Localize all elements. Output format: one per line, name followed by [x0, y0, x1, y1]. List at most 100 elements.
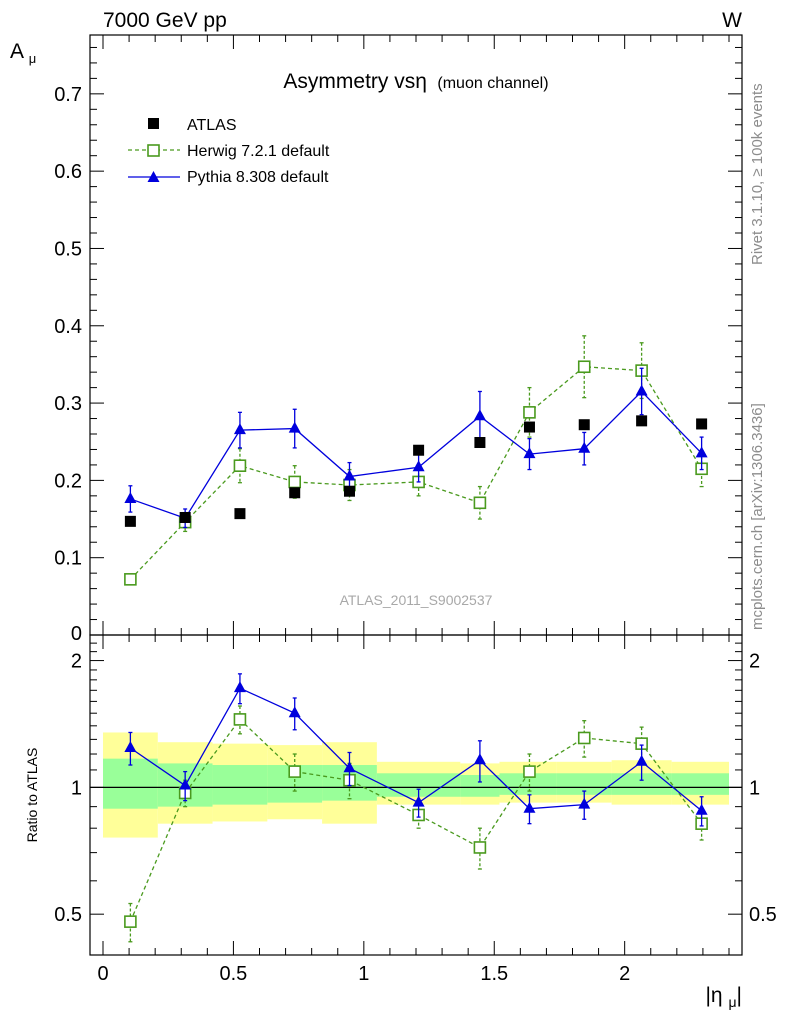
top-panel: 0 0.1 0.2 0.3 0.4 0.5 0.6 0.7 — [54, 35, 742, 645]
ratio-point-herwig — [473, 841, 487, 854]
x-axis-label-closing: | — [737, 984, 742, 1007]
x-tick-label: 0 — [97, 963, 108, 985]
ratio-band-inner — [671, 773, 729, 795]
y-tick-label-bottom-right: 1 — [749, 777, 760, 799]
top-point-herwig — [523, 406, 536, 419]
legend-label-atlas: ATLAS — [187, 117, 237, 134]
y-tick-label-top: 0 — [71, 623, 82, 645]
x-tick-label: 2 — [619, 963, 630, 985]
top-y-axis-label-text: A — [10, 40, 24, 63]
ratio-band-inner — [460, 774, 500, 797]
ratio-band-inner — [376, 773, 461, 797]
x-axis-label-subscript: μ — [728, 994, 736, 1010]
y-tick-label-bottom: 1 — [71, 777, 82, 799]
top-point-pythia — [124, 491, 137, 503]
ratio-point-herwig — [124, 915, 137, 928]
ratio-band-inner — [611, 773, 672, 795]
ratio-point-pythia — [473, 753, 486, 765]
y-tick-label-top: 0.4 — [54, 316, 82, 338]
ratio-point-pythia — [635, 754, 648, 766]
top-point-herwig — [288, 475, 302, 489]
y-tick-label-bottom: 0.5 — [54, 904, 82, 926]
bottom-panel: 0.5 0.5 1 1 2 2 — [54, 635, 777, 955]
chart-title-main: Asymmetry vsη — [283, 70, 427, 93]
top-point-pythia — [233, 423, 246, 435]
top-point-pythia — [473, 409, 486, 421]
y-tick-label-top: 0.1 — [54, 548, 82, 570]
top-point-herwig — [473, 496, 487, 510]
top-point-herwig — [577, 360, 591, 374]
x-tick-label: 0.5 — [220, 963, 248, 985]
ratio-point-pythia — [124, 741, 137, 753]
ratio-band-inner — [212, 765, 268, 805]
mcplots-label: mcplots.cern.ch [arXiv:1306.3436] — [749, 403, 766, 630]
legend-item-atlas: ATLAS — [148, 117, 237, 134]
top-point-pythia — [578, 441, 591, 453]
legend: ATLAS Herwig 7.2.1 default Pythia 8.308 … — [128, 117, 330, 186]
y-tick-label-top: 0.6 — [54, 161, 82, 183]
top-point-pythia — [343, 469, 356, 481]
ratio-point-pythia — [233, 681, 246, 693]
ratio-band-inner — [556, 773, 612, 795]
x-tick-label: 1.5 — [480, 963, 508, 985]
header-left: 7000 GeV pp — [103, 9, 227, 32]
header-right: W — [722, 9, 742, 32]
legend-item-pythia: Pythia 8.308 default — [128, 169, 329, 186]
y-tick-label-top: 0.7 — [54, 84, 82, 106]
y-tick-label-bottom-right: 2 — [749, 651, 760, 673]
analysis-label: ATLAS_2011_S9002537 — [340, 592, 493, 608]
top-point-pythia — [288, 421, 301, 433]
top-point-herwig — [233, 459, 247, 472]
top-point-atlas — [289, 487, 301, 499]
legend-label-herwig: Herwig 7.2.1 default — [187, 143, 330, 160]
x-axis-label-text: |η — [705, 984, 722, 1007]
top-point-atlas — [696, 418, 708, 430]
chart-title: Asymmetry vsη (muon channel) — [283, 70, 548, 93]
top-point-pythia — [412, 460, 425, 472]
ratio-point-pythia — [578, 797, 591, 809]
ratio-point-pythia — [343, 761, 356, 773]
y-tick-label-bottom-right: 0.5 — [749, 904, 777, 926]
ratio-point-pythia — [523, 801, 536, 813]
top-y-axis-label-subscript: μ — [29, 51, 37, 66]
y-tick-label-top: 0.2 — [54, 470, 82, 492]
ratio-point-herwig — [523, 765, 536, 778]
ratio-point-pythia — [412, 795, 425, 807]
top-point-atlas — [636, 415, 648, 427]
top-point-atlas — [578, 419, 590, 431]
top-point-atlas — [343, 485, 355, 497]
y-tick-label-top: 0.5 — [54, 238, 82, 260]
top-line-herwig — [129, 366, 703, 580]
ratio-point-herwig — [288, 765, 302, 778]
top-point-atlas — [124, 515, 136, 527]
top-point-atlas — [474, 437, 486, 449]
top-point-pythia — [635, 384, 648, 396]
bottom-y-axis-label: Ratio to ATLAS — [24, 748, 40, 843]
x-axis-label: |η μ| — [705, 984, 742, 1010]
y-tick-label-bottom: 2 — [71, 651, 82, 673]
legend-marker-atlas — [148, 118, 159, 129]
top-point-atlas — [234, 508, 246, 520]
top-point-atlas — [413, 444, 425, 456]
top-point-atlas — [179, 511, 191, 523]
ratio-point-herwig — [577, 731, 591, 745]
chart-title-sub: (muon channel) — [437, 75, 548, 92]
ratio-point-herwig — [233, 713, 247, 726]
ratio-point-pythia — [695, 803, 708, 815]
legend-marker-pythia — [147, 171, 160, 182]
top-point-pythia — [695, 446, 708, 458]
top-point-atlas — [523, 421, 535, 433]
x-tick-label: 1 — [358, 963, 369, 985]
rivet-label: Rivet 3.1.10, ≥ 100k events — [749, 83, 766, 265]
ratio-point-pythia — [179, 778, 192, 790]
top-point-pythia — [523, 447, 536, 459]
ratio-point-pythia — [288, 706, 301, 718]
top-point-herwig — [124, 573, 137, 586]
top-y-axis-label: A μ — [10, 40, 36, 66]
legend-marker-herwig — [147, 144, 160, 157]
bottom-frame — [89, 634, 743, 956]
legend-label-pythia: Pythia 8.308 default — [187, 169, 329, 186]
ratio-band-inner — [103, 758, 158, 809]
y-tick-label-top: 0.3 — [54, 393, 82, 415]
